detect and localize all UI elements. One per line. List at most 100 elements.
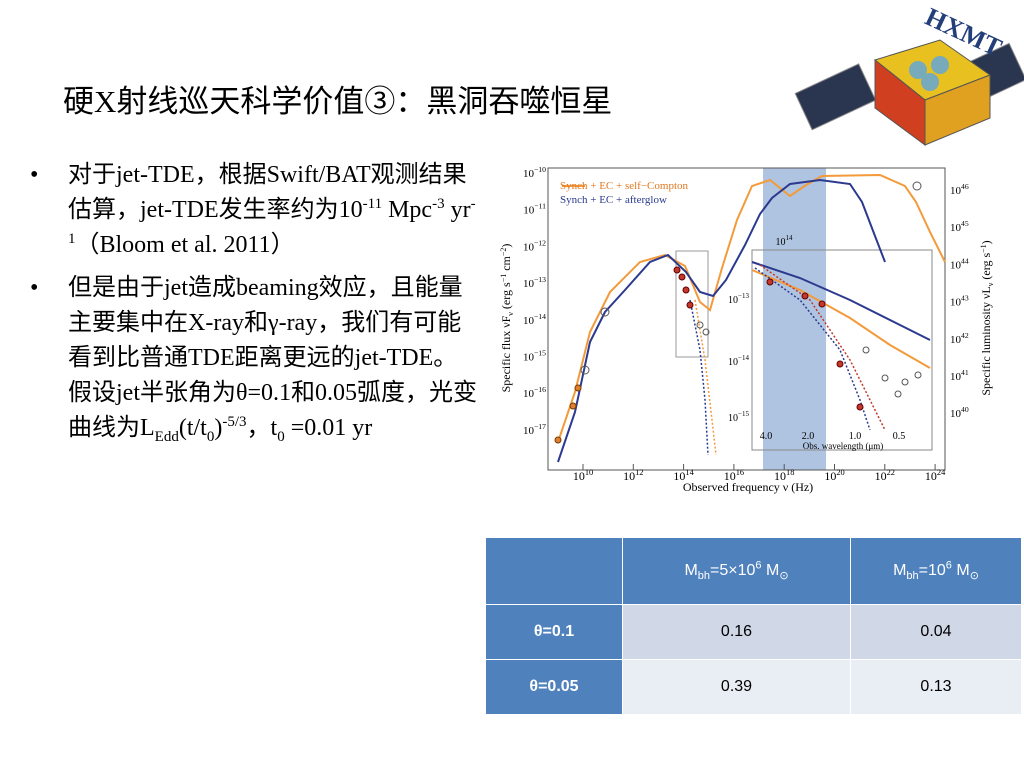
header-cell [485,537,623,605]
y-tick-label: 10−14 [523,312,546,327]
highlight-band [763,168,826,470]
tick-base: 10 [950,334,962,346]
inset-x-tick-label: 1.0 [849,431,862,442]
detector [909,61,927,79]
tick-exponent: 24 [937,468,946,477]
bullet: 但是由于jet造成beaming效应，且能量主要集中在X-ray和γ-ray，我… [30,271,480,446]
tick-base: 10 [950,222,962,234]
y2-tick-label: 1042 [950,331,969,346]
tick-base: 10 [728,357,738,368]
tick-exponent: 40 [961,405,969,414]
text: Edd [154,428,179,445]
tick-base: 10 [573,469,585,483]
x-tick-label: 1012 [623,468,643,483]
row-header: θ=0.1 [485,604,623,660]
tick-base: 10 [875,469,887,483]
data-points [554,384,582,444]
zoom-box [675,250,709,358]
cell: 0.04 [850,604,1022,660]
header-row: Mbh=5×106 M⊙ Mbh=106 M⊙ [485,537,1022,605]
inset-x-label: Obs. wavelength (μm) [803,441,884,451]
tick-base: 10 [950,185,962,197]
inset-y-tick-label: 10−14 [728,354,749,368]
tick-exponent: 12 [635,468,643,477]
tick-base: 10 [925,469,937,483]
y2-tick-label: 1046 [950,182,969,197]
tick-base: 10 [523,241,535,253]
x-tick-label: 1018 [774,468,794,483]
tick-exponent: −13 [738,292,749,300]
tick-base: 10 [523,278,535,290]
tick-base: 10 [623,469,635,483]
open-points [580,181,922,398]
text: -1 [68,196,476,247]
text: -3 [432,196,445,212]
tick-exponent: 10 [585,468,593,477]
y-tick-label: 10−12 [523,238,546,253]
tick-base: 10 [523,388,535,400]
y-tick-label: 10−13 [523,275,546,290]
dotted-curve [689,299,709,456]
y-tick-label: 10−15 [523,349,546,364]
tick-base: 10 [728,413,738,424]
logo: HXMT [794,2,1024,146]
y2-tick-label: 1040 [950,405,969,420]
y2-tick-label: 1041 [950,368,969,383]
tick-base: 10 [950,371,962,383]
table: Mbh=5×106 M⊙ Mbh=106 M⊙ θ=0.1 0.16 0.04 … [485,537,1022,715]
text: 0 [206,428,215,445]
tick-exponent: 42 [961,331,969,340]
dotted-curve [754,267,871,431]
tick-exponent: 16 [736,468,744,477]
x-tick-label: 1024 [925,468,946,483]
text: yr [444,197,471,223]
tick-exponent: −10 [534,165,546,174]
x-axis-label: Observed frequency ν (Hz) [683,480,813,494]
inset-curve [751,269,931,369]
tick-base: 10 [728,295,738,306]
inset-x-tick-label: 2.0 [802,431,815,442]
inset-y-tick-label: 10−13 [728,292,749,306]
slide-title: 硬X射线巡天科学价值③：黑洞吞噬恒星 [63,84,613,119]
tick-exponent: 46 [961,182,969,191]
tick-exponent: 14 [685,468,694,477]
plot-frame [547,167,946,471]
tick-base: 10 [523,315,535,327]
text: =0.01 yr [284,415,373,441]
data-points [673,266,864,411]
model-curve-afterglow [557,178,886,463]
tick-base: 10 [824,469,836,483]
text: -5/3 [222,414,247,430]
tick-base: 10 [523,425,535,437]
inset-x-tick-label: 4.0 [760,431,773,442]
header-cell: Mbh=5×106 M⊙ [622,537,851,605]
cell: 0.13 [850,659,1022,715]
tick-exponent: −15 [534,349,546,358]
tick-base: 10 [523,205,535,217]
text: （Bloom et al. 2011） [75,232,295,258]
text: 对于jet-TDE，根据Swift/BAT观测结果估算，jet-TDE发生率约为… [68,162,467,223]
tick-exponent: 20 [836,468,844,477]
tick-base: 10 [776,237,786,248]
sed-figure: Synch + EC + self−Compton Synch + EC + a… [499,165,995,494]
tick-exponent: −14 [534,312,546,321]
text: Mpc [382,197,433,223]
tick-exponent: 22 [887,468,895,477]
x-tick-label: 1020 [824,468,844,483]
text: ) [214,415,223,441]
tick-exponent: −15 [738,410,749,418]
tick-base: 10 [724,469,736,483]
detector [931,56,949,74]
x-tick-label: 1010 [573,468,593,483]
tick-base: 10 [774,469,786,483]
inset-curve [751,261,931,341]
inset-x-tick-label: 0.5 [893,431,906,442]
inset-y-tick-label: 10−15 [728,410,749,424]
tick-exponent: 44 [961,256,969,265]
row: θ=0.05 0.39 0.13 [485,659,1022,715]
text: 但是由于jet造成beaming效应，且能量主要集中在X-ray和γ-ray，我… [68,275,478,441]
y-axis-label: Specific flux νFν (erg s−1 cm−2) [499,244,515,393]
tick-exponent: 18 [786,468,794,477]
y2-axis-label: Specific luminosity νLν (erg s−1) [979,240,995,395]
